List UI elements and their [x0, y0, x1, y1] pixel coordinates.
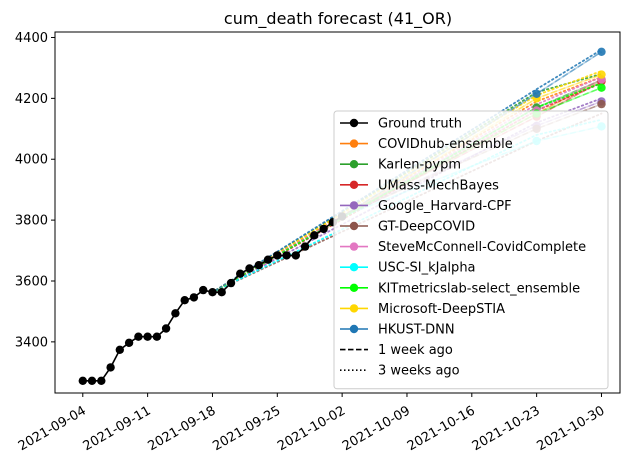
x-tick-label: 2021-10-02: [275, 403, 348, 454]
legend-entry-gt-deepcovid-label: GT-DeepCOVID: [378, 220, 475, 235]
chart-title: cum_death forecast (41_OR): [224, 9, 452, 29]
series-kitmetricslab-select-ensemble-point: [597, 83, 606, 92]
y-tick-label: 4400: [15, 31, 48, 46]
y-tick-label: 3800: [15, 214, 48, 229]
y-tick-label: 3600: [15, 274, 48, 289]
legend-entry-ground-truth-marker: [349, 118, 359, 128]
ground-truth-point: [282, 251, 291, 260]
ground-truth-point: [124, 338, 134, 347]
legend-entry-karlen-pypm-marker: [349, 160, 359, 169]
ground-truth-point: [106, 363, 115, 372]
ground-truth-point: [236, 269, 245, 278]
series-hkust-dnn-point: [597, 47, 606, 56]
x-tick-label: 2021-09-04: [16, 403, 89, 454]
legend-entry-gt-deepcovid-marker: [349, 221, 359, 231]
legend: Ground truth COVIDhub-ensemble Karlen-pypm…: [333, 110, 609, 390]
legend-entry-ground-truth-label: Ground truth: [378, 117, 462, 132]
legend-entry-karlen-pypm-label: Karlen-pypm: [378, 158, 461, 173]
ground-truth-point: [245, 264, 254, 273]
ground-truth-point: [319, 224, 328, 234]
ground-truth-point: [134, 332, 143, 341]
x-tick-label: 2021-09-25: [210, 403, 283, 454]
ground-truth-point: [115, 345, 125, 354]
ground-truth-point: [300, 242, 310, 251]
legend-entry-stevemcconnell-covidcomplete-label: SteveMcConnell-CovidComplete: [378, 240, 586, 255]
x-tick-label: 2021-10-16: [405, 403, 478, 454]
legend-entry-umass-mechbayes-label: UMass-MechBayes: [378, 178, 499, 193]
legend-entry-covidhub-ensemble-marker: [349, 139, 359, 148]
ground-truth-point: [189, 293, 199, 302]
legend-entry-microsoft-deepstia-marker: [349, 304, 359, 313]
x-tick-label: 2021-09-11: [81, 403, 154, 454]
ground-truth-point: [87, 376, 97, 385]
ground-truth-point: [199, 285, 208, 295]
ground-truth-point: [97, 376, 106, 385]
x-axis: 2021-09-042021-09-112021-09-182021-09-25…: [16, 393, 608, 454]
legend-entry-1-week-ago-label: 1 week ago: [378, 343, 453, 358]
y-axis: 3400 3600 3800 4000 4200 4400: [15, 31, 55, 350]
series-gt-deepcovid-point: [597, 99, 606, 109]
legend-entry-google-harvard-cpf-label: Google_Harvard-CPF: [378, 199, 512, 214]
legend-entry-usc-si-kjalpha-label: USC-SI_kJalpha: [378, 261, 476, 276]
ground-truth-point: [208, 288, 217, 297]
plot-frame: [54, 31, 621, 394]
ground-truth-series: [78, 212, 347, 385]
ground-truth-point: [226, 278, 236, 288]
legend-entry-kitmetricslab-select-ensemble-label: KITmetricslab-select_ensemble: [378, 281, 580, 296]
ground-truth-point: [180, 296, 189, 305]
ground-truth-point: [152, 332, 162, 341]
legend-entry-umass-mechbayes-marker: [349, 180, 359, 189]
legend-entry-usc-si-kjalpha-marker: [349, 263, 359, 272]
x-tick-label: 2021-10-30: [535, 403, 608, 454]
legend-entry-3-weeks-ago-label: 3 weeks ago: [378, 364, 460, 379]
x-tick-label: 2021-09-18: [146, 403, 219, 454]
ground-truth-point: [78, 376, 88, 385]
legend-entry-stevemcconnell-covidcomplete-marker: [349, 242, 359, 251]
ground-truth-point: [143, 332, 152, 341]
legend-entry-covidhub-ensemble-label: COVIDhub-ensemble: [378, 137, 513, 152]
ground-truth-point: [171, 309, 180, 318]
legend-box: [333, 110, 609, 390]
legend-entry-hkust-dnn-label: HKUST-DNN: [378, 323, 455, 338]
series-microsoft-deepstia-point: [597, 70, 606, 79]
legend-entry-kitmetricslab-select-ensemble-marker: [349, 283, 359, 292]
ground-truth-point: [217, 288, 226, 297]
x-tick-label: 2021-10-09: [340, 403, 413, 454]
ground-truth-point: [273, 251, 282, 260]
ground-truth-point: [291, 251, 300, 260]
y-tick-label: 4000: [15, 153, 48, 168]
legend-entry-microsoft-deepstia-label: Microsoft-DeepSTIA: [378, 302, 505, 317]
ground-truth-point: [161, 324, 171, 333]
y-tick-label: 3400: [15, 335, 48, 350]
y-tick-label: 4200: [15, 92, 48, 107]
legend-entry-google-harvard-cpf-marker: [349, 201, 359, 210]
x-tick-label: 2021-10-23: [470, 403, 543, 454]
legend-entry-hkust-dnn-marker: [349, 324, 359, 334]
series-hkust-dnn-point: [532, 89, 541, 99]
ground-truth-point: [254, 261, 263, 270]
series-hkust-dnn-3-weeks-line: [211, 48, 603, 294]
ground-truth-point: [310, 231, 319, 240]
ground-truth-point: [263, 255, 273, 264]
